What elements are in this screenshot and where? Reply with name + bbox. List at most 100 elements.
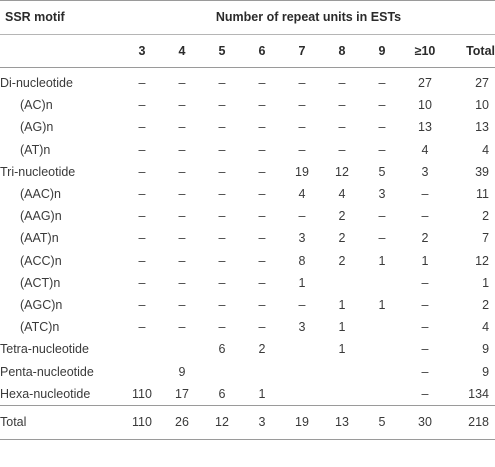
table-row: Penta-nucleotide 9 – 9 xyxy=(0,361,495,383)
row-label: (AAT)n xyxy=(20,231,59,246)
table-cell xyxy=(282,383,322,406)
table-cell xyxy=(322,272,362,294)
table-cell: – xyxy=(218,76,226,90)
table-row: (AT)n – – – – – – – 4 4 xyxy=(0,139,495,161)
table-cell: – xyxy=(218,164,226,179)
table-cell: 2 xyxy=(338,253,346,268)
table-cell: 1 xyxy=(338,342,346,357)
table-cell: 9 xyxy=(482,364,490,379)
column-header: 8 xyxy=(322,34,362,68)
table-cell: 4 xyxy=(482,142,490,157)
table-cell: – xyxy=(138,253,146,268)
table-cell xyxy=(282,361,322,383)
row-label: (ACC)n xyxy=(20,253,62,268)
table-cell: 1 xyxy=(258,386,266,401)
table-cell: 27 xyxy=(475,76,490,90)
table-cell: – xyxy=(421,298,429,313)
table-cell: – xyxy=(218,187,226,202)
table-cell: 2 xyxy=(421,231,429,246)
row-label: (AAC)n xyxy=(20,187,61,202)
table-cell: – xyxy=(178,231,186,246)
table-cell: – xyxy=(178,98,186,113)
table-cell: – xyxy=(218,298,226,313)
table-cell: – xyxy=(138,298,146,313)
table-cell: – xyxy=(298,142,306,157)
table-cell: – xyxy=(258,320,266,335)
table-row: Tri-nucleotide – – – – 19 12 5 3 39 xyxy=(0,161,495,183)
table-cell: – xyxy=(178,187,186,202)
table-cell: – xyxy=(258,275,266,290)
table-cell: 2 xyxy=(338,209,346,224)
total-cell: 12 xyxy=(202,405,242,441)
table-cell: – xyxy=(138,164,146,179)
table-cell: – xyxy=(178,209,186,224)
table-cell xyxy=(362,338,402,360)
table-cell: 2 xyxy=(482,209,490,224)
table-cell: – xyxy=(138,76,146,90)
table-cell: – xyxy=(178,164,186,179)
table-row: (AAC)n – – – – 4 4 3 – 11 xyxy=(0,183,495,205)
table-cell xyxy=(362,383,402,406)
table-cell: 6 xyxy=(218,386,226,401)
row-label: Hexa-nucleotide xyxy=(0,386,91,401)
total-row-label: Total xyxy=(0,405,122,441)
table-cell: – xyxy=(178,298,186,313)
table-cell: – xyxy=(218,120,226,135)
table-cell: – xyxy=(421,342,429,357)
table-cell: 6 xyxy=(218,342,226,357)
table-cell: – xyxy=(298,120,306,135)
table-cell: 13 xyxy=(418,120,432,135)
column-header: ≥10 xyxy=(402,34,448,68)
table-cell: – xyxy=(138,209,146,224)
table-row: (AG)n – – – – – – – 13 13 xyxy=(0,116,495,138)
ssr-motif-table: SSR motif Number of repeat units in ESTs… xyxy=(0,0,495,441)
table-cell: 1 xyxy=(338,320,346,335)
total-cell: 3 xyxy=(242,405,282,441)
table-body: Di-nucleotide – – – – – – –27 27 (AC)n – – – – – – –10 10… xyxy=(0,68,495,406)
table-cell: – xyxy=(218,275,226,290)
table-cell: 13 xyxy=(475,120,490,135)
table-cell: – xyxy=(138,320,146,335)
column-header: 5 xyxy=(202,34,242,68)
table-cell: – xyxy=(218,231,226,246)
table-cell: 8 xyxy=(298,253,306,268)
row-label: Tri-nucleotide xyxy=(0,164,76,179)
table-cell: – xyxy=(378,98,386,113)
table-cell: – xyxy=(138,187,146,202)
column-header-row: 3 4 5 6 7 8 9 ≥10 Total xyxy=(0,34,495,68)
table-cell: – xyxy=(258,142,266,157)
table-cell: – xyxy=(378,76,386,90)
table-cell: – xyxy=(178,275,186,290)
table-cell: – xyxy=(138,120,146,135)
column-header: 6 xyxy=(242,34,282,68)
table-cell: 2 xyxy=(482,298,490,313)
table-cell: – xyxy=(258,187,266,202)
table-row: (ATC)n – – – – 3 1 – 4 xyxy=(0,316,495,338)
table-cell: – xyxy=(178,76,186,90)
table-cell: 39 xyxy=(475,164,490,179)
table-cell: 1 xyxy=(298,275,306,290)
motif-header-spacer xyxy=(0,34,122,68)
table-row: (AAT)n – – – – 3 2 – 2 7 xyxy=(0,227,495,249)
table-cell: 4 xyxy=(482,320,490,335)
table-cell: – xyxy=(421,209,429,224)
table-cell: – xyxy=(178,142,186,157)
table-cell: – xyxy=(298,76,306,90)
total-cell: 30 xyxy=(402,405,448,441)
row-label: (AGC)n xyxy=(20,298,63,313)
table-cell: – xyxy=(258,98,266,113)
row-label: Penta-nucleotide xyxy=(0,364,94,379)
table-cell: – xyxy=(338,120,346,135)
row-label: (AC)n xyxy=(20,98,53,113)
total-cell: 5 xyxy=(362,405,402,441)
table-cell: – xyxy=(218,142,226,157)
row-label: Di-nucleotide xyxy=(0,76,73,90)
table-cell: – xyxy=(218,253,226,268)
table-cell: – xyxy=(258,76,266,90)
column-header: 9 xyxy=(362,34,402,68)
table-cell: – xyxy=(378,142,386,157)
table-cell: – xyxy=(258,298,266,313)
table-cell: – xyxy=(338,98,346,113)
table-row: (ACC)n – – – – 8 2 1 1 12 xyxy=(0,250,495,272)
table-cell: 3 xyxy=(421,164,429,179)
